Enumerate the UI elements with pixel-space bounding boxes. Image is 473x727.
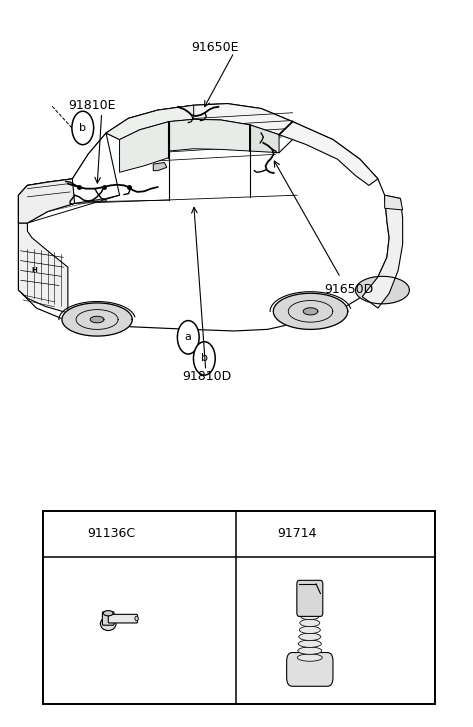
FancyBboxPatch shape bbox=[297, 580, 323, 616]
Polygon shape bbox=[356, 276, 409, 304]
Polygon shape bbox=[90, 316, 104, 323]
Ellipse shape bbox=[298, 640, 321, 647]
Text: b: b bbox=[79, 123, 86, 133]
Circle shape bbox=[193, 342, 215, 375]
Text: 91810E: 91810E bbox=[69, 99, 116, 112]
Text: 91810D: 91810D bbox=[182, 370, 231, 383]
Polygon shape bbox=[106, 104, 378, 185]
Polygon shape bbox=[273, 293, 348, 329]
Text: a: a bbox=[185, 332, 192, 342]
FancyBboxPatch shape bbox=[108, 614, 138, 623]
Circle shape bbox=[177, 321, 199, 354]
Text: 91650D: 91650D bbox=[324, 283, 373, 296]
Text: a: a bbox=[67, 529, 73, 539]
Polygon shape bbox=[120, 121, 169, 172]
Ellipse shape bbox=[100, 617, 116, 630]
Ellipse shape bbox=[135, 616, 138, 621]
Text: 91136C: 91136C bbox=[88, 528, 136, 540]
Circle shape bbox=[59, 517, 81, 551]
Ellipse shape bbox=[299, 626, 320, 633]
Text: b: b bbox=[257, 529, 264, 539]
Polygon shape bbox=[362, 196, 403, 308]
Circle shape bbox=[72, 111, 94, 145]
Text: 91714: 91714 bbox=[278, 528, 317, 540]
Ellipse shape bbox=[298, 647, 322, 654]
Bar bbox=[43, 511, 435, 704]
Text: 91650E: 91650E bbox=[192, 41, 239, 54]
FancyBboxPatch shape bbox=[102, 612, 114, 625]
Ellipse shape bbox=[300, 612, 319, 619]
Ellipse shape bbox=[103, 611, 113, 616]
Polygon shape bbox=[303, 308, 318, 315]
Polygon shape bbox=[153, 163, 166, 171]
Polygon shape bbox=[250, 125, 279, 153]
Circle shape bbox=[250, 517, 272, 551]
Polygon shape bbox=[62, 303, 132, 336]
Ellipse shape bbox=[300, 619, 320, 627]
Polygon shape bbox=[18, 223, 68, 313]
Polygon shape bbox=[18, 133, 120, 223]
Polygon shape bbox=[18, 179, 75, 223]
Text: H: H bbox=[31, 268, 37, 273]
Ellipse shape bbox=[299, 633, 321, 640]
Polygon shape bbox=[385, 196, 403, 210]
Ellipse shape bbox=[298, 654, 322, 662]
FancyBboxPatch shape bbox=[287, 653, 333, 686]
Text: b: b bbox=[201, 353, 208, 364]
Polygon shape bbox=[18, 104, 389, 331]
Polygon shape bbox=[169, 119, 250, 151]
Polygon shape bbox=[106, 105, 193, 140]
